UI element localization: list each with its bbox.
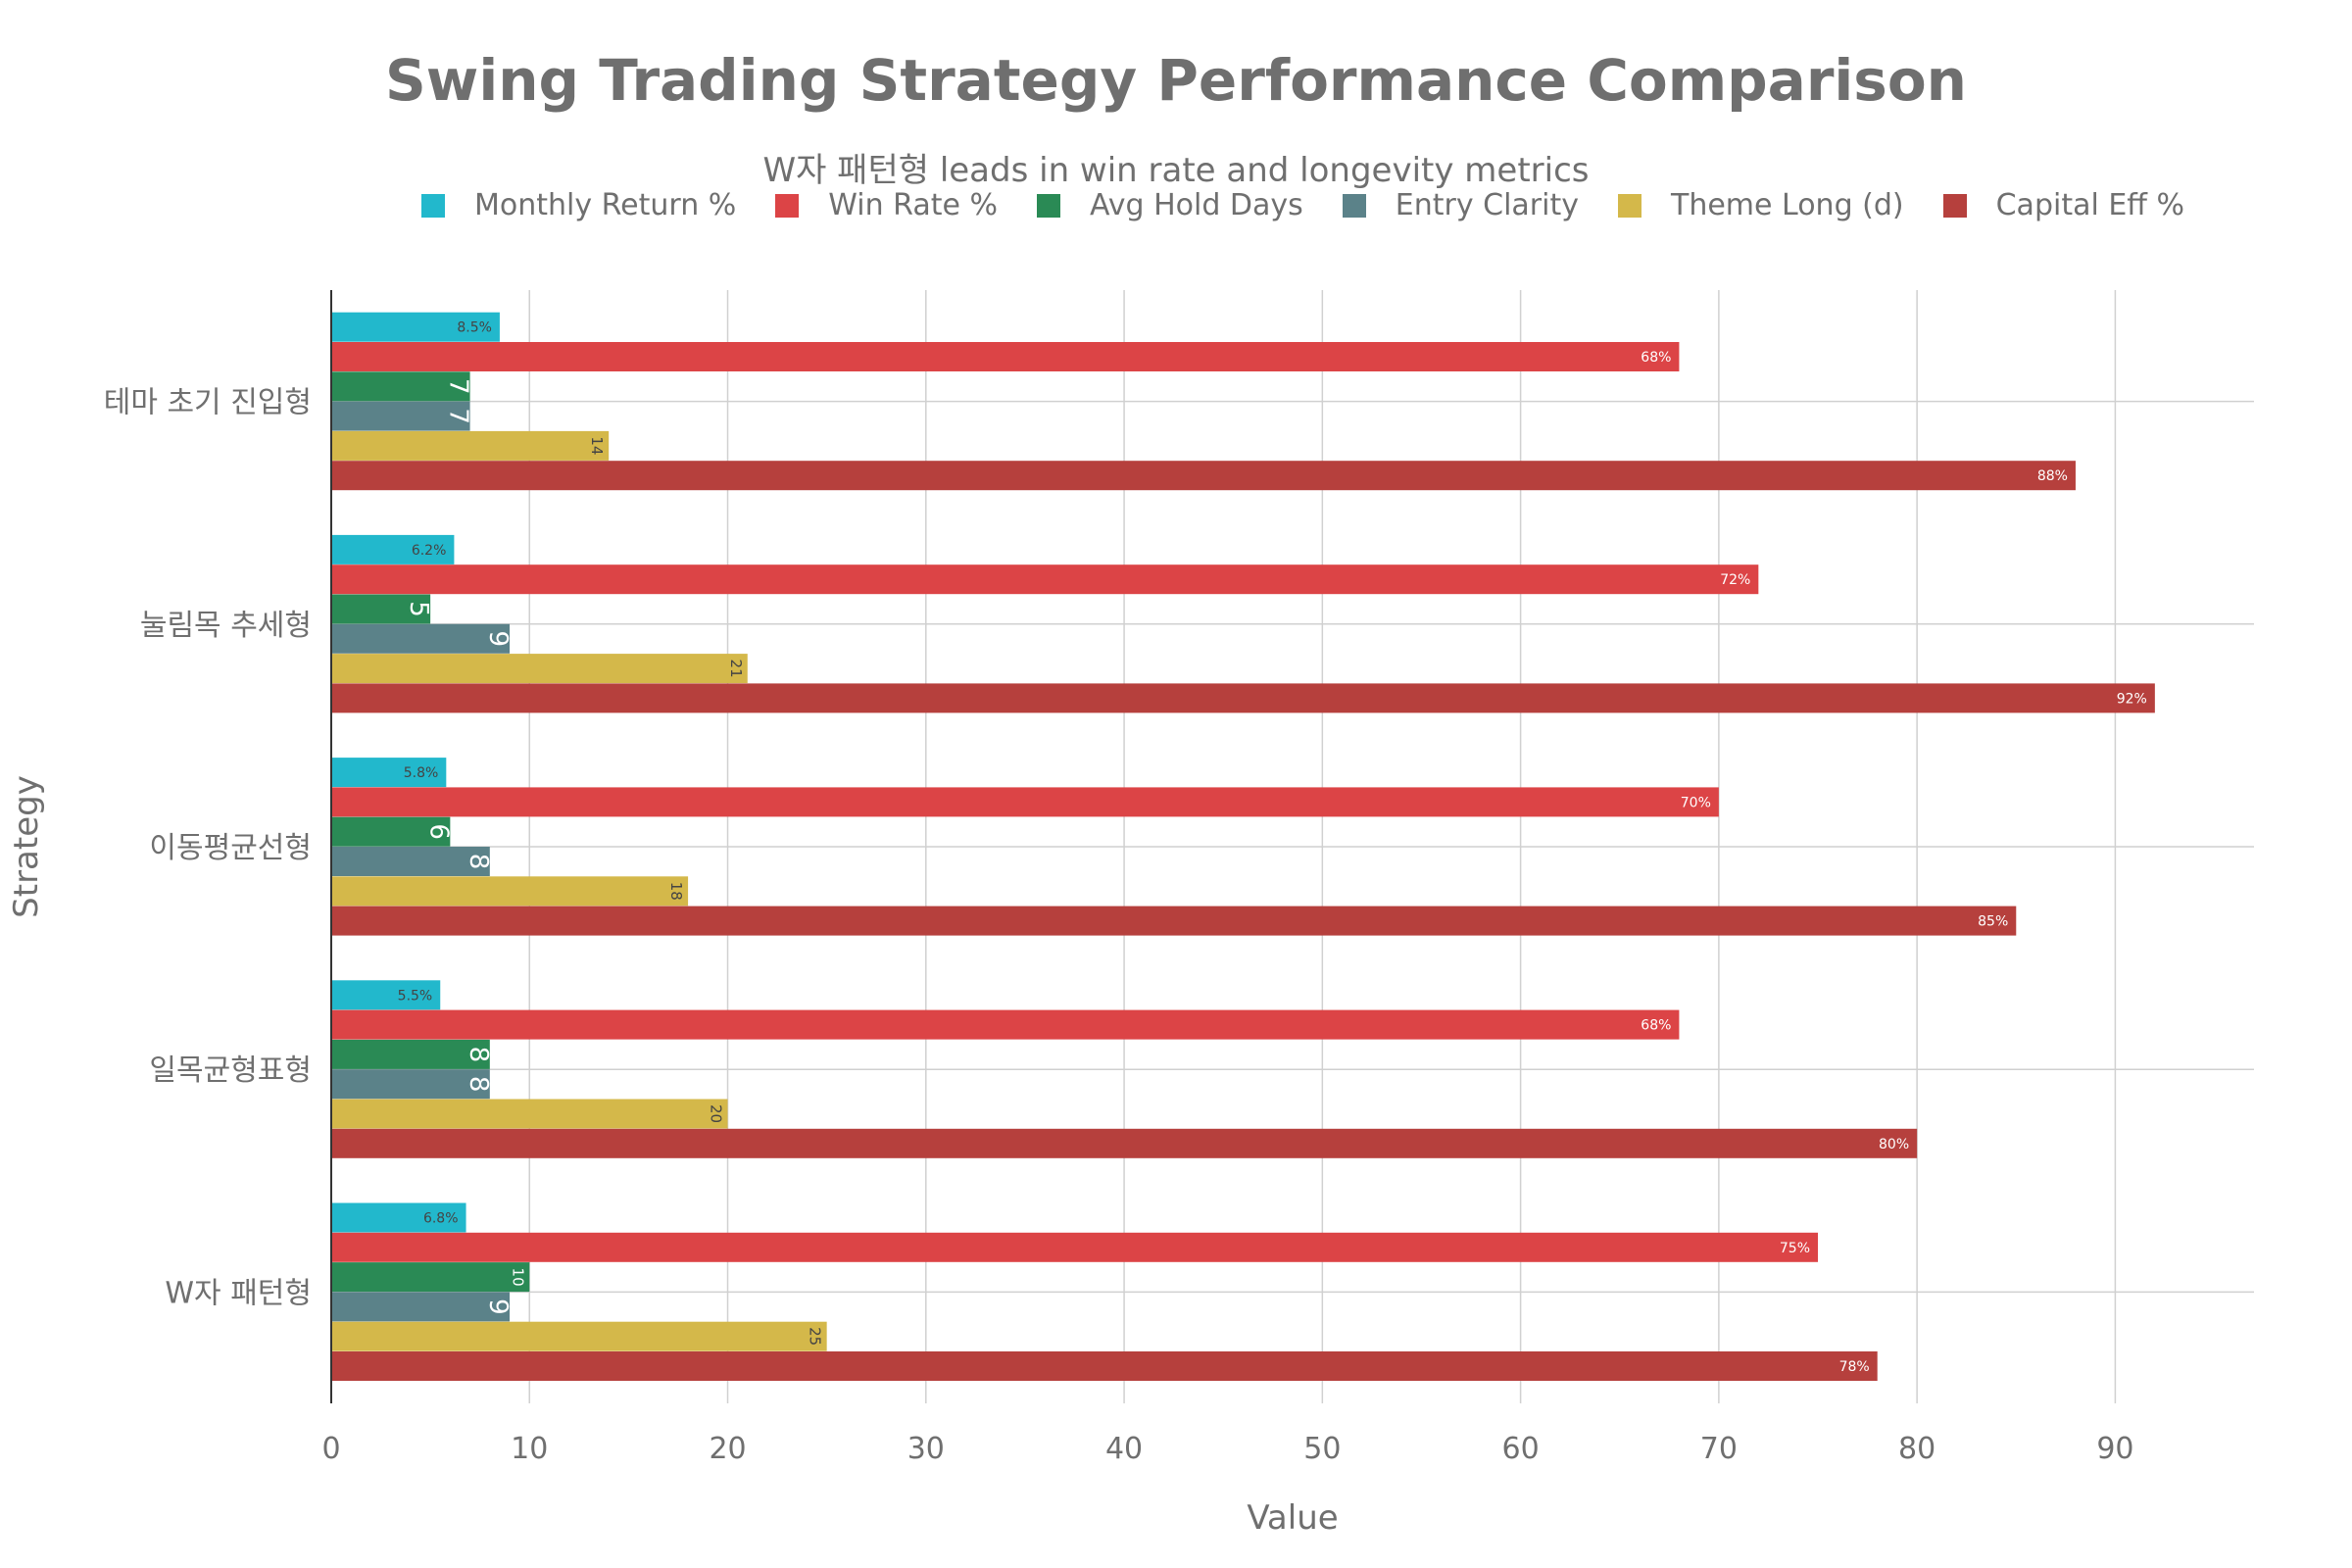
data-label: 68% [1641, 1018, 1671, 1034]
legend-label: Entry Clarity [1395, 188, 1579, 222]
x-tick-label: 20 [709, 1432, 746, 1466]
data-label: 6.2% [412, 543, 447, 559]
data-label: 14 [588, 436, 606, 455]
data-label: 85% [1978, 914, 2008, 930]
data-label: 20 [708, 1104, 725, 1123]
bar [331, 461, 2076, 491]
x-tick-label: 60 [1502, 1432, 1540, 1466]
bar [331, 683, 2155, 713]
data-label: 88% [2037, 468, 2068, 484]
data-label: 8.5% [457, 320, 492, 336]
data-label: 6 [423, 823, 453, 840]
bar [331, 594, 431, 624]
data-label: 9 [483, 1298, 513, 1315]
bar [331, 430, 610, 461]
x-tick-label: 90 [2096, 1432, 2133, 1466]
x-tick-label: 80 [1898, 1432, 1936, 1466]
bar [331, 1128, 1918, 1158]
data-label: 72% [1720, 572, 1750, 588]
data-label: 68% [1641, 350, 1671, 366]
data-label: 8 [464, 1047, 493, 1063]
bar [331, 1039, 490, 1069]
data-label: 21 [727, 660, 745, 678]
legend-item[interactable]: Win Rate % [775, 188, 998, 222]
x-tick-label: 30 [907, 1432, 945, 1466]
y-tick-label: 눌림목 추세형 [140, 609, 312, 643]
data-label: 92% [2117, 691, 2147, 707]
bar [331, 980, 441, 1010]
data-label: 25 [807, 1327, 824, 1346]
data-label: 8 [464, 854, 493, 870]
legend-label: Win Rate % [828, 188, 998, 222]
legend-swatch [775, 193, 800, 218]
legend-label: Theme Long (d) [1671, 188, 1904, 222]
y-tick-label: W자 패턴형 [165, 1276, 312, 1310]
data-label: 9 [483, 631, 513, 648]
bar [331, 1202, 466, 1233]
legend: Monthly Return % Win Rate % Avg Hold Days E… [421, 188, 2283, 227]
bar [331, 1069, 490, 1100]
data-label: 5.5% [398, 988, 433, 1004]
chart-subtitle: W자 패턴형 leads in win rate and longevity m… [762, 151, 1590, 190]
bar [331, 654, 748, 684]
bar [331, 1292, 511, 1322]
x-axis-title: Value [1247, 1498, 1338, 1538]
bar [331, 1099, 728, 1129]
legend-label: Monthly Return % [474, 188, 737, 222]
y-axis-title: Strategy [7, 775, 46, 918]
bar [331, 564, 1759, 595]
legend-item[interactable]: Avg Hold Days [1036, 188, 1303, 222]
bar [331, 1232, 1819, 1262]
y-tick-label: 일목균형표형 [149, 1054, 312, 1088]
data-label: 5 [404, 601, 433, 617]
legend-swatch [1942, 193, 1967, 218]
bar [331, 1351, 1878, 1381]
legend-swatch [1618, 193, 1642, 218]
data-label: 78% [1839, 1359, 1870, 1375]
x-tick-label: 70 [1700, 1432, 1738, 1466]
bar [331, 342, 1680, 371]
legend-item[interactable]: Entry Clarity [1342, 188, 1579, 222]
legend-swatch [421, 193, 445, 218]
bar [331, 1009, 1680, 1040]
x-tick-label: 50 [1303, 1432, 1341, 1466]
legend-swatch [1036, 193, 1060, 218]
data-label: 5.8% [404, 765, 439, 781]
data-label: 6.8% [423, 1211, 459, 1227]
bar [331, 906, 2017, 936]
data-label: 10 [509, 1268, 526, 1287]
chart-title: Swing Trading Strategy Performance Compa… [385, 47, 1967, 114]
bar [331, 876, 689, 906]
data-label: 75% [1780, 1241, 1810, 1256]
bar [331, 758, 447, 788]
legend-label: Avg Hold Days [1089, 188, 1303, 222]
data-label: 18 [667, 882, 685, 901]
bar [331, 534, 455, 564]
legend-label: Capital Eff % [1995, 188, 2185, 222]
bar [331, 623, 511, 654]
y-tick-label: 테마 초기 진입형 [104, 386, 312, 420]
legend-item[interactable]: Capital Eff % [1942, 188, 2185, 222]
bar [331, 1262, 530, 1293]
data-label: 7 [444, 408, 473, 424]
data-label: 8 [464, 1076, 493, 1093]
bar [331, 371, 470, 402]
bar [331, 847, 490, 876]
legend-swatch [1342, 193, 1366, 218]
data-label: 70% [1681, 795, 1711, 810]
data-label: 7 [444, 378, 473, 395]
bar [331, 401, 470, 431]
bar [331, 816, 451, 847]
x-tick-label: 10 [511, 1432, 548, 1466]
bar [331, 787, 1719, 817]
legend-item[interactable]: Monthly Return % [421, 188, 736, 222]
x-tick-label: 40 [1105, 1432, 1143, 1466]
bar [331, 312, 500, 342]
x-tick-label: 0 [321, 1432, 340, 1466]
y-tick-label: 이동평균선형 [149, 831, 312, 865]
bar [331, 1321, 827, 1351]
legend-item[interactable]: Theme Long (d) [1618, 188, 1904, 222]
data-label: 80% [1879, 1137, 1909, 1152]
